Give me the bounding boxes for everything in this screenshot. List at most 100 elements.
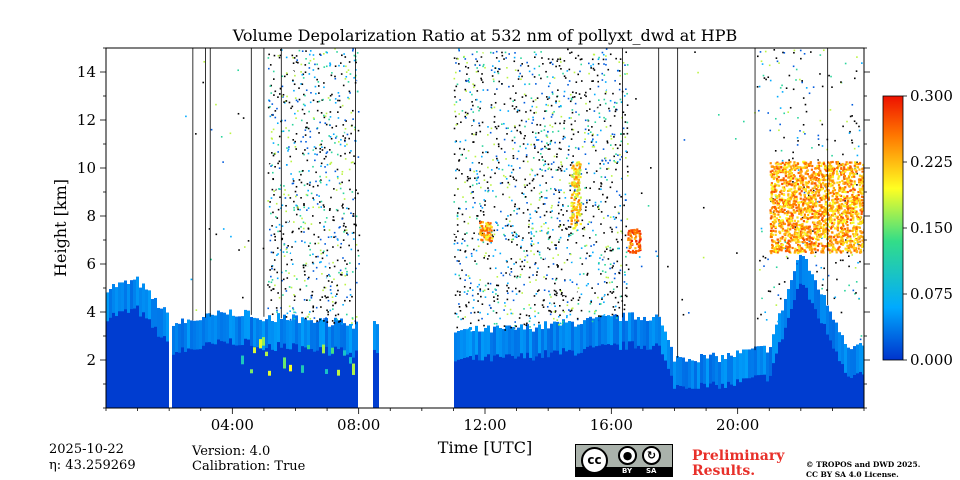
noise-pixel — [535, 274, 538, 276]
feature-pixel — [861, 176, 864, 179]
feature-pixel — [770, 251, 773, 255]
noise-pixel — [619, 204, 622, 207]
noise-pixel — [282, 251, 285, 253]
feature-pixel — [789, 228, 792, 231]
bl-top-band — [475, 325, 478, 355]
noise-pixel — [560, 290, 562, 292]
noise-pixel — [557, 122, 560, 124]
feature-pixel — [788, 217, 791, 221]
feature-pixel — [854, 199, 858, 203]
noise-pixel — [295, 185, 298, 188]
bl-column — [325, 318, 328, 408]
feature-pixel — [575, 185, 579, 188]
noise-pixel — [456, 326, 459, 329]
noise-pixel — [355, 243, 358, 246]
noise-pixel — [330, 74, 333, 77]
noise-pixel — [523, 265, 526, 268]
noise-pixel — [591, 140, 594, 142]
noise-pixel — [537, 68, 540, 71]
feature-pixel — [851, 193, 854, 197]
noise-pixel — [470, 108, 473, 111]
feature-pixel — [769, 211, 772, 215]
noise-pixel — [323, 286, 326, 289]
noise-pixel — [468, 301, 470, 304]
feature-pixel — [849, 235, 852, 238]
feature-pixel — [774, 182, 777, 186]
feature-pixel — [843, 197, 847, 200]
noise-pixel — [624, 64, 626, 66]
bl-column — [649, 320, 652, 408]
noise-pixel — [283, 148, 285, 151]
bl-column — [526, 323, 529, 408]
noise-pixel — [828, 52, 831, 54]
noise-pixel — [476, 67, 478, 69]
bl-top-band — [562, 319, 565, 349]
feature-pixel — [858, 187, 861, 190]
noise-pixel — [295, 55, 298, 57]
noise-pixel — [563, 95, 565, 98]
noise-pixel — [505, 57, 507, 59]
noise-pixel — [320, 252, 323, 255]
noise-pixel — [509, 97, 512, 100]
noise-pixel — [457, 316, 460, 318]
noise-pixel — [511, 290, 514, 293]
noise-pixel — [574, 313, 576, 316]
bl-top-band — [718, 362, 721, 389]
bl-column — [595, 317, 598, 408]
bl-top-band — [658, 316, 661, 346]
aerosol-patch — [301, 365, 304, 373]
bl-column — [619, 321, 622, 408]
noise-pixel — [821, 287, 823, 290]
bl-column — [232, 315, 235, 408]
noise-pixel — [283, 75, 286, 78]
noise-pixel — [575, 229, 578, 232]
bl-column — [817, 289, 820, 408]
noise-pixel — [547, 58, 550, 60]
bl-top-band — [175, 323, 178, 353]
noise-pixel — [461, 269, 463, 272]
noise-pixel — [498, 60, 500, 63]
noise-pixel — [290, 173, 292, 175]
noise-pixel — [586, 272, 589, 275]
bl-top-band — [304, 318, 307, 348]
feature-pixel — [577, 213, 580, 216]
noise-pixel — [495, 155, 498, 158]
feature-pixel — [772, 171, 775, 174]
noise-pixel — [474, 64, 477, 66]
noise-pixel — [467, 107, 470, 110]
noise-pixel — [314, 277, 316, 280]
noise-pixel — [271, 265, 273, 268]
noise-pixel — [301, 217, 303, 220]
noise-pixel — [318, 195, 320, 197]
noise-pixel — [534, 310, 536, 313]
noise-pixel — [778, 62, 780, 64]
noise-pixel — [781, 91, 784, 93]
noise-pixel — [549, 124, 551, 127]
feature-pixel — [855, 227, 858, 231]
bl-column — [235, 316, 238, 408]
feature-pixel — [578, 172, 581, 176]
feature-pixel — [788, 189, 791, 192]
noise-pixel — [792, 181, 794, 183]
feature-pixel — [576, 216, 579, 219]
noise-pixel — [304, 222, 307, 225]
bl-column — [856, 344, 859, 408]
noise-pixel — [625, 145, 628, 147]
noise-pixel — [506, 178, 509, 181]
feature-pixel — [818, 230, 822, 233]
noise-pixel — [289, 237, 292, 240]
feature-pixel — [860, 231, 863, 235]
noise-pixel — [572, 128, 575, 131]
noise-pixel — [590, 65, 592, 67]
noise-pixel — [472, 120, 475, 123]
noise-pixel — [500, 210, 502, 213]
feature-pixel — [785, 202, 789, 206]
feature-pixel — [832, 169, 836, 172]
noise-pixel — [465, 80, 468, 83]
feature-pixel — [790, 188, 793, 191]
noise-pixel — [323, 250, 325, 253]
feature-pixel — [827, 196, 830, 199]
feature-pixel — [804, 250, 807, 253]
noise-pixel — [477, 106, 479, 108]
noise-pixel — [473, 133, 475, 136]
